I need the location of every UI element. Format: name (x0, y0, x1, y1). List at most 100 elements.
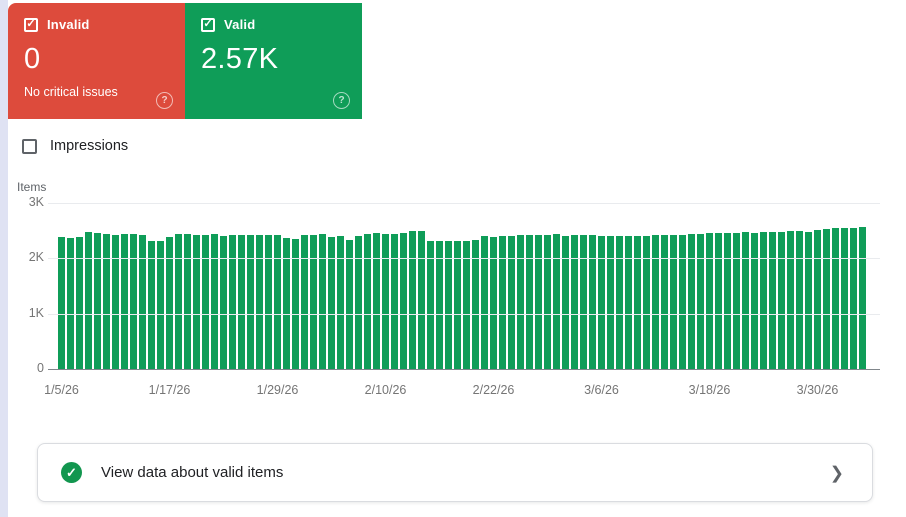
chart-bar[interactable] (193, 235, 200, 369)
chart-bar[interactable] (436, 241, 443, 369)
chart-bar[interactable] (814, 230, 821, 369)
chart-bar[interactable] (769, 232, 776, 369)
chart-bar[interactable] (616, 236, 623, 369)
chart-bar[interactable] (391, 234, 398, 369)
chart-bar[interactable] (517, 235, 524, 369)
chart-bar[interactable] (499, 236, 506, 369)
chart-bar[interactable] (274, 235, 281, 369)
chart-bar[interactable] (706, 233, 713, 369)
impressions-toggle[interactable]: Impressions (22, 138, 128, 154)
chart-bar[interactable] (463, 241, 470, 369)
chart-bar[interactable] (121, 234, 128, 369)
chart-bar[interactable] (697, 234, 704, 369)
chart-bar[interactable] (301, 235, 308, 369)
chart-bar[interactable] (400, 233, 407, 369)
chart-bar[interactable] (130, 234, 137, 369)
chart-bar[interactable] (292, 239, 299, 369)
chart-bar[interactable] (427, 241, 434, 369)
chart-bar[interactable] (679, 235, 686, 369)
chart-bar[interactable] (850, 228, 857, 369)
chart-bar[interactable] (742, 232, 749, 369)
chart-bar[interactable] (256, 235, 263, 369)
chart-bar[interactable] (643, 236, 650, 369)
chart-bar[interactable] (580, 235, 587, 369)
chart-bar[interactable] (211, 234, 218, 369)
chart-bar[interactable] (238, 235, 245, 369)
chart-bar[interactable] (526, 235, 533, 369)
chart-bar[interactable] (175, 234, 182, 369)
chart-bar[interactable] (751, 233, 758, 369)
chart-bar[interactable] (535, 235, 542, 369)
invalid-card[interactable]: ✓ Invalid 0 No critical issues ? (8, 3, 185, 119)
valid-card[interactable]: ✓ Valid 2.57K ? (185, 3, 362, 119)
chart-bar[interactable] (382, 234, 389, 369)
chart-bar[interactable] (778, 232, 785, 369)
chart-bar[interactable] (166, 237, 173, 369)
chart-bar[interactable] (355, 236, 362, 369)
chart-bar[interactable] (823, 229, 830, 369)
chart-bar[interactable] (472, 240, 479, 369)
chart-bar[interactable] (157, 241, 164, 369)
chart-bar[interactable] (508, 236, 515, 369)
chart-bar[interactable] (661, 235, 668, 369)
chart-bar[interactable] (58, 237, 65, 369)
chart-bar[interactable] (481, 236, 488, 369)
chart-bar[interactable] (409, 231, 416, 369)
chart-bar[interactable] (418, 231, 425, 369)
chart-bar[interactable] (265, 235, 272, 369)
chart-bar[interactable] (733, 233, 740, 369)
help-icon[interactable]: ? (333, 92, 350, 109)
chart-bar[interactable] (634, 236, 641, 369)
invalid-checkbox[interactable]: ✓ (24, 17, 38, 32)
chart-bar[interactable] (715, 233, 722, 369)
chart-bar[interactable] (688, 234, 695, 369)
chart-bar[interactable] (571, 235, 578, 369)
chart-bar[interactable] (670, 235, 677, 369)
chart-bar[interactable] (85, 232, 92, 369)
chart-bar[interactable] (337, 236, 344, 369)
chart-bar[interactable] (229, 235, 236, 369)
chart-bar[interactable] (220, 236, 227, 369)
chart-bar[interactable] (112, 235, 119, 369)
chart-bar[interactable] (607, 236, 614, 369)
chart-bar[interactable] (148, 241, 155, 369)
chart-bar[interactable] (202, 235, 209, 369)
chart-bar[interactable] (247, 235, 254, 369)
chart-bar[interactable] (598, 236, 605, 369)
chart-bar[interactable] (832, 228, 839, 369)
chart-bar[interactable] (652, 235, 659, 369)
chart-bar[interactable] (184, 234, 191, 369)
chart-bar[interactable] (490, 237, 497, 369)
chart-bar[interactable] (454, 241, 461, 369)
chart-bar[interactable] (544, 235, 551, 369)
chevron-right-icon[interactable]: ❯ (829, 463, 844, 482)
chart-bar[interactable] (859, 227, 866, 369)
chart-bar[interactable] (589, 235, 596, 369)
impressions-checkbox[interactable] (22, 138, 37, 154)
chart-bar[interactable] (553, 234, 560, 369)
chart-bar[interactable] (67, 238, 74, 369)
chart-bar[interactable] (787, 231, 794, 369)
view-valid-items-banner[interactable]: ✓ View data about valid items ❯ (37, 443, 873, 502)
chart-bar[interactable] (310, 235, 317, 369)
chart-bar[interactable] (94, 233, 101, 369)
chart-bar[interactable] (373, 233, 380, 369)
chart-bar[interactable] (283, 238, 290, 369)
chart-bar[interactable] (328, 237, 335, 369)
chart-bar[interactable] (445, 241, 452, 369)
chart-bar[interactable] (346, 240, 353, 369)
chart-bar[interactable] (724, 233, 731, 369)
chart-bar[interactable] (103, 234, 110, 369)
chart-bar[interactable] (139, 235, 146, 369)
chart-bar[interactable] (796, 231, 803, 369)
chart-bar[interactable] (562, 236, 569, 369)
chart-bar[interactable] (805, 232, 812, 369)
chart-bar[interactable] (760, 232, 767, 369)
valid-checkbox[interactable]: ✓ (201, 17, 215, 32)
chart-bar[interactable] (76, 237, 83, 369)
chart-bar[interactable] (625, 236, 632, 369)
chart-bar[interactable] (319, 234, 326, 369)
chart-bar[interactable] (841, 228, 848, 369)
chart-bar[interactable] (364, 234, 371, 369)
help-icon[interactable]: ? (156, 92, 173, 109)
